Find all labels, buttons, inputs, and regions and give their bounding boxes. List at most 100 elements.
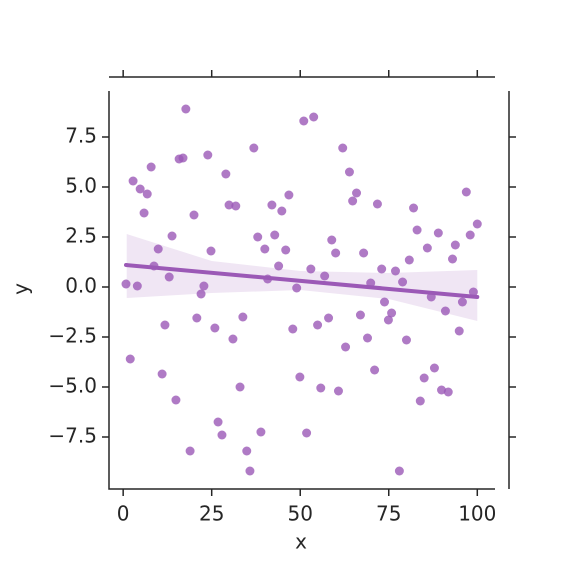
point xyxy=(153,244,163,254)
y-tick-label: 0.0 xyxy=(65,274,97,298)
point xyxy=(199,281,209,291)
y-tick-label: −7.5 xyxy=(48,424,97,448)
point xyxy=(192,313,202,323)
y-tick-label: 5.0 xyxy=(65,174,97,198)
point xyxy=(429,363,439,373)
point xyxy=(324,313,334,323)
regression-line xyxy=(123,263,480,299)
point xyxy=(383,315,393,325)
axes-spines xyxy=(108,91,495,490)
point xyxy=(390,266,400,276)
point xyxy=(267,200,277,210)
point xyxy=(443,387,453,397)
point xyxy=(125,354,135,364)
point xyxy=(377,264,387,274)
point xyxy=(341,342,351,352)
point xyxy=(292,283,302,293)
point xyxy=(380,297,390,307)
point xyxy=(235,382,245,392)
point xyxy=(415,396,425,406)
x-tick-label: 50 xyxy=(288,502,313,526)
point xyxy=(288,324,298,334)
point xyxy=(203,150,213,160)
point xyxy=(228,334,238,344)
point xyxy=(404,255,414,265)
point xyxy=(128,176,138,186)
point xyxy=(338,143,348,153)
point xyxy=(450,240,460,250)
point xyxy=(221,169,231,179)
point xyxy=(401,335,411,345)
point xyxy=(132,281,142,291)
point xyxy=(409,203,419,213)
point xyxy=(363,333,373,343)
point xyxy=(256,427,266,437)
point xyxy=(171,395,181,405)
point xyxy=(331,248,341,258)
point xyxy=(440,306,450,316)
point xyxy=(157,369,167,379)
point xyxy=(348,196,358,206)
x-tick-label: 0 xyxy=(117,502,130,526)
y-tick-label: −5.0 xyxy=(48,374,97,398)
x-tick-label: 75 xyxy=(376,502,401,526)
point xyxy=(142,189,152,199)
point xyxy=(242,446,252,456)
point xyxy=(359,248,369,258)
point xyxy=(139,208,149,218)
point xyxy=(189,210,199,220)
point xyxy=(355,310,365,320)
point xyxy=(316,383,326,393)
x-axis-label: x xyxy=(295,530,307,554)
point xyxy=(422,243,432,253)
point xyxy=(313,320,323,330)
point xyxy=(231,201,241,211)
point xyxy=(299,116,309,126)
point xyxy=(178,153,188,163)
point xyxy=(344,167,354,177)
x-tick-label: 100 xyxy=(458,502,496,526)
confidence-band xyxy=(126,234,478,321)
point xyxy=(327,235,337,245)
point xyxy=(146,162,156,172)
point xyxy=(181,104,191,114)
point xyxy=(249,143,259,153)
point xyxy=(210,323,220,333)
point xyxy=(206,246,216,256)
point xyxy=(121,279,131,289)
point xyxy=(457,297,467,307)
point xyxy=(253,232,263,242)
point xyxy=(260,244,270,254)
point xyxy=(394,466,404,476)
point xyxy=(468,287,478,297)
point xyxy=(412,225,422,235)
point xyxy=(387,308,397,318)
point xyxy=(302,428,312,438)
point xyxy=(448,254,458,264)
point xyxy=(245,466,255,476)
point xyxy=(167,231,177,241)
point xyxy=(284,190,294,200)
point xyxy=(295,372,305,382)
point xyxy=(306,264,316,274)
point xyxy=(135,184,145,194)
point xyxy=(196,289,206,299)
point xyxy=(398,277,408,287)
y-tick-label: 2.5 xyxy=(65,224,97,248)
x-tick-label: 25 xyxy=(199,502,224,526)
point xyxy=(433,228,443,238)
point xyxy=(238,312,248,322)
point xyxy=(370,365,380,375)
y-tick-label: 7.5 xyxy=(65,124,97,148)
point xyxy=(160,320,170,330)
point xyxy=(277,206,287,216)
point xyxy=(419,373,429,383)
point xyxy=(164,272,174,282)
point xyxy=(465,230,475,240)
point xyxy=(309,112,319,122)
point xyxy=(461,187,471,197)
point xyxy=(224,200,234,210)
point xyxy=(372,199,382,209)
point xyxy=(352,188,362,198)
